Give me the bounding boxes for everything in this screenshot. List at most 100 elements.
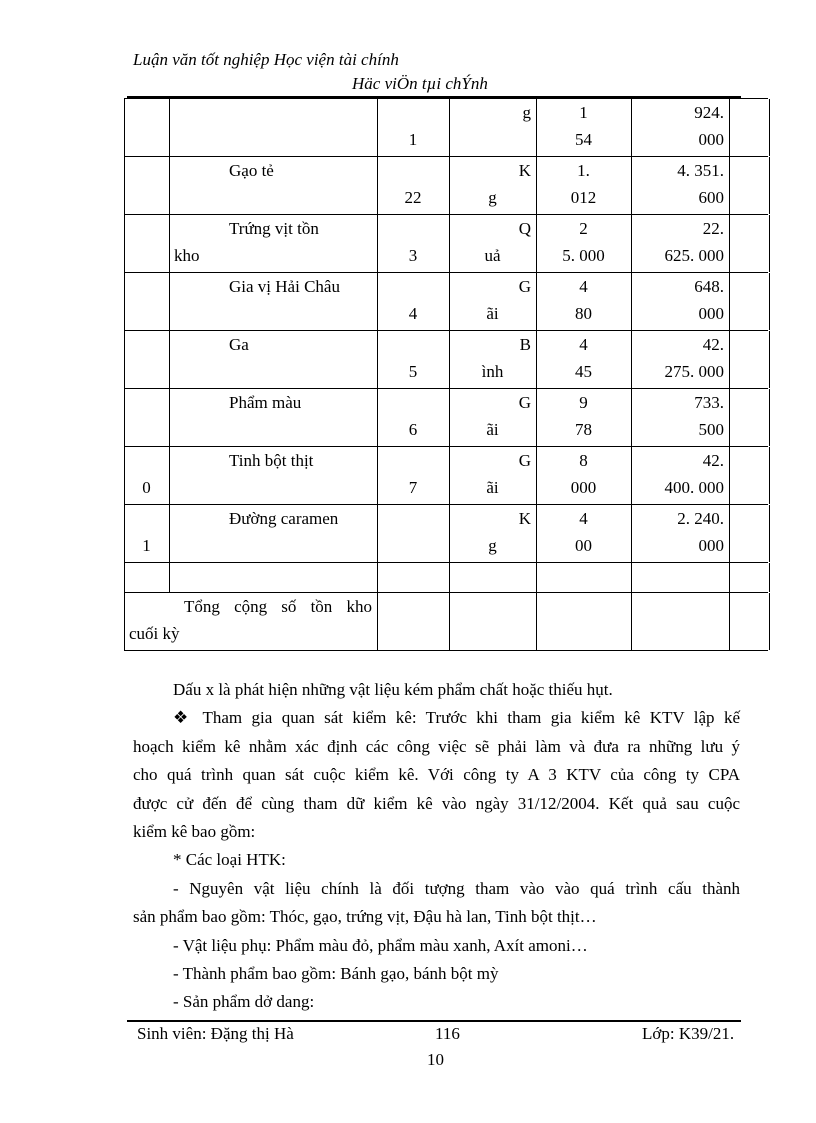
table-cell-note (729, 331, 770, 388)
table-cell (169, 563, 378, 592)
table-cell-name: Ga (169, 331, 378, 388)
cell-line: 42. (702, 451, 724, 470)
cell-line: 42. (702, 335, 724, 354)
running-header-subtitle: Häc viÖn tµi chÝnh (352, 74, 488, 93)
cell-line: 000 (698, 536, 725, 555)
table-cell-amount: 42. 275. 000 (631, 331, 730, 388)
cell-line: 924. (694, 103, 724, 122)
footer-class: Lớp: K39/21. (642, 1024, 735, 1043)
cell-line: g (488, 536, 497, 555)
cell-line: 45 (575, 362, 592, 381)
table-cell-code: 1 (377, 99, 450, 156)
cell-line: kho (174, 246, 200, 265)
table-cell-amount: 22. 625. 000 (631, 215, 730, 272)
cell-line: 9 (579, 393, 588, 412)
cell-line: 54 (575, 130, 592, 149)
cell-line: 4. 351. (677, 161, 724, 180)
cell-line: g (522, 103, 532, 122)
cell-line: Trứng vịt tồn (229, 219, 319, 238)
cell-line: 2. 240. (677, 509, 724, 528)
table-cell-name (169, 99, 378, 156)
cell-line: ình (481, 362, 504, 381)
table-cell-unit: g (449, 99, 537, 156)
cell-line: 1. (577, 161, 590, 180)
cell-line: 4 (579, 335, 588, 354)
table-cell-name: Gia vị Hải Châu (169, 273, 378, 330)
table-cell (377, 563, 450, 592)
table-cell-code: 3 (377, 215, 450, 272)
cell-line: 275. 000 (664, 362, 725, 381)
paragraph-text: Tham gia quan sát kiểm kê: Trước khi tha… (202, 708, 740, 728)
footer-page-number: 116 (435, 1024, 460, 1043)
table-cell-qty: 4 00 (536, 505, 632, 562)
paragraph: ❖ Tham gia quan sát kiểm kê: Trước khi t… (133, 704, 740, 732)
paragraph-line: được cử đến để cùng tham dữ kiểm kê vào … (133, 793, 740, 813)
cell-line: 78 (575, 420, 592, 439)
cell-line: Tinh bột thịt (229, 451, 314, 470)
table-cell (729, 563, 770, 592)
cell-line: 3 (408, 246, 418, 265)
table-cell-qty: 1. 012 (536, 157, 632, 214)
paragraph-line: sản phẩm bao gồm: Thóc, gạo, trứng vịt, … (133, 907, 597, 927)
total-label-cell: Tổng cộng số tồn kho cuối kỳ (124, 593, 378, 650)
total-label: cuối kỳ (129, 624, 180, 643)
body-text: Dấu x là phát hiện những vật liệu kém ph… (133, 676, 740, 1017)
cell-line: Gia vị Hải Châu (229, 277, 340, 296)
cell-line: K (518, 161, 531, 180)
table-cell (631, 593, 730, 650)
cell-line: 5 (408, 362, 418, 381)
table-cell-amount: 924. 000 (631, 99, 730, 156)
table-cell-stt (124, 273, 170, 330)
cell-line: 400. 000 (664, 478, 725, 497)
table-cell-note (729, 99, 770, 156)
cell-line: 1 (142, 536, 151, 555)
footer-page-number-secondary: 10 (427, 1050, 444, 1069)
table-row-empty (124, 562, 770, 592)
table-cell-code: 6 (377, 389, 450, 446)
cell-line: 4 (408, 304, 418, 323)
paragraph: * Các loại HTK: (173, 850, 286, 870)
table-cell-code: 4 (377, 273, 450, 330)
table-cell-stt (124, 389, 170, 446)
cell-line: 22 (404, 188, 422, 207)
running-header-title: Luận văn tốt nghiệp Học viện tài chính (133, 50, 399, 69)
paragraph-line: hoạch kiểm kê nhằm xác định các công việ… (133, 736, 740, 756)
table-cell-qty: 4 45 (536, 331, 632, 388)
cell-line: 1 (408, 130, 418, 149)
cell-line: 22. (702, 219, 724, 238)
paragraph-line: kiểm kê bao gồm: (133, 822, 256, 842)
cell-line: 6 (408, 420, 418, 439)
cell-line: 4 (579, 277, 588, 296)
table-cell-stt: 1 (124, 505, 170, 562)
table-cell-code: 22 (377, 157, 450, 214)
paragraph: - Thành phẩm bao gồm: Bánh gạo, bánh bột… (173, 964, 499, 984)
table-cell (377, 593, 450, 650)
table-cell-name: Trứng vịt tồn kho (169, 215, 378, 272)
table-cell-stt (124, 99, 170, 156)
paragraph: Dấu x là phát hiện những vật liệu kém ph… (173, 680, 613, 699)
table-cell (124, 563, 170, 592)
table-cell-amount: 733. 500 (631, 389, 730, 446)
cell-line: 5. 000 (562, 246, 605, 265)
cell-line: ãi (486, 478, 499, 497)
cell-line: 648. (694, 277, 724, 296)
cell-line: 00 (575, 536, 592, 555)
table-row-total: Tổng cộng số tồn kho cuối kỳ (124, 592, 770, 651)
cell-line: Đường caramen (229, 509, 339, 528)
cell-line: 625. 000 (664, 246, 725, 265)
table-cell-amount: 2. 240. 000 (631, 505, 730, 562)
cell-line: 500 (698, 420, 725, 439)
table-cell-qty: 4 80 (536, 273, 632, 330)
header-rule (127, 96, 741, 98)
table-cell-note (729, 447, 770, 504)
cell-line: uả (484, 246, 501, 265)
cell-line: g (488, 188, 497, 207)
table-cell-name: Đường caramen (169, 505, 378, 562)
